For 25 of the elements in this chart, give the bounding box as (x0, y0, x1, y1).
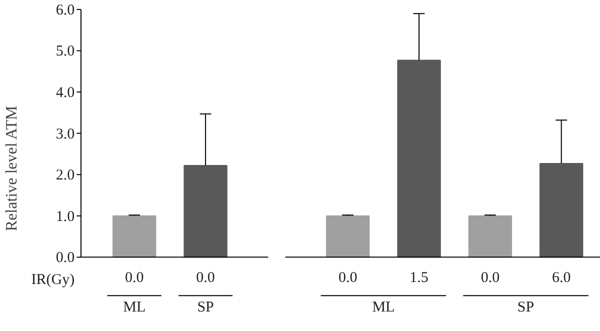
text: SP (517, 299, 534, 316)
y-tick-label: 4.0 (56, 85, 75, 102)
bar (397, 60, 441, 258)
x-tick-label: 0.0 (338, 270, 358, 286)
x-tick-label: 1.5 (410, 270, 428, 286)
y-tick-label: 0.0 (56, 250, 75, 266)
x-tick-label: 0.0 (480, 270, 500, 286)
x-tick-label: 0.0 (196, 270, 215, 286)
bar (184, 165, 228, 258)
bar (112, 215, 156, 258)
y-tick-label: 6.0 (56, 2, 75, 18)
x-axis-title: IR(Gy) (31, 272, 75, 288)
text: SP (197, 299, 214, 316)
bar (468, 215, 512, 258)
text: ML (372, 299, 395, 316)
y-tick-label: 5.0 (56, 44, 75, 60)
y-tick-label: 2.0 (56, 168, 75, 184)
bar (540, 162, 584, 258)
x-tick-label: 6.0 (552, 270, 571, 286)
bar (326, 215, 370, 258)
y-tick-label: 1.0 (56, 208, 75, 225)
y-axis-title: Relative level ATM (4, 106, 20, 232)
text: ML (123, 299, 146, 316)
x-tick-label: 0.0 (124, 270, 144, 286)
y-tick-label: 3.0 (56, 126, 75, 142)
